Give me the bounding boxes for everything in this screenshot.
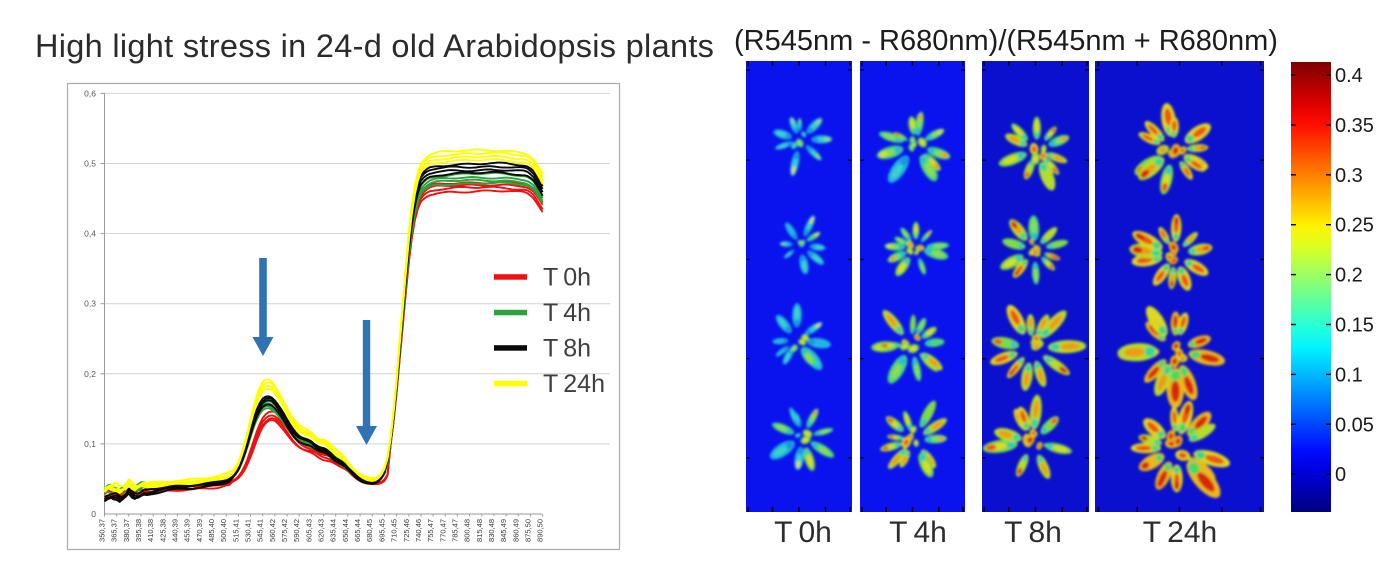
svg-text:830,48: 830,48	[487, 519, 496, 542]
svg-text:530,41: 530,41	[244, 519, 253, 542]
svg-text:0,5: 0,5	[84, 159, 96, 169]
svg-text:590,42: 590,42	[292, 519, 301, 542]
svg-text:T 0h: T 0h	[774, 516, 832, 549]
svg-text:455,39: 455,39	[183, 519, 192, 542]
svg-text:785,47: 785,47	[450, 519, 459, 542]
svg-text:800,48: 800,48	[463, 519, 472, 542]
svg-text:365,37: 365,37	[110, 519, 119, 542]
svg-text:860,49: 860,49	[511, 519, 520, 542]
svg-text:500,40: 500,40	[219, 519, 228, 542]
svg-text:0: 0	[1335, 464, 1346, 486]
svg-text:T 24h: T 24h	[1143, 516, 1217, 549]
svg-text:0,1: 0,1	[84, 439, 96, 449]
svg-text:0.35: 0.35	[1335, 115, 1374, 137]
svg-text:485,40: 485,40	[207, 519, 216, 542]
svg-text:695,45: 695,45	[377, 519, 386, 542]
svg-text:755,47: 755,47	[426, 519, 435, 542]
svg-text:T 8h: T 8h	[1004, 516, 1062, 549]
svg-text:0.05: 0.05	[1335, 414, 1374, 436]
svg-text:890,50: 890,50	[536, 519, 545, 542]
svg-text:T 8h: T 8h	[543, 335, 591, 363]
svg-text:0.4: 0.4	[1335, 65, 1363, 87]
svg-text:0: 0	[91, 509, 96, 519]
svg-text:425,38: 425,38	[158, 519, 167, 542]
svg-text:410,38: 410,38	[146, 519, 155, 542]
svg-text:770,47: 770,47	[438, 519, 447, 542]
svg-text:0,3: 0,3	[84, 299, 96, 309]
svg-text:545,41: 545,41	[256, 519, 265, 542]
svg-text:380,37: 380,37	[122, 519, 131, 542]
svg-text:680,45: 680,45	[365, 519, 374, 542]
svg-text:0.25: 0.25	[1335, 215, 1374, 237]
svg-text:0,4: 0,4	[84, 229, 96, 239]
svg-text:515,41: 515,41	[231, 519, 240, 542]
svg-text:350,37: 350,37	[98, 519, 107, 542]
svg-text:815,48: 815,48	[475, 519, 484, 542]
svg-text:560,42: 560,42	[268, 519, 277, 542]
svg-text:0.3: 0.3	[1335, 165, 1363, 187]
svg-text:395,38: 395,38	[134, 519, 143, 542]
svg-text:0.15: 0.15	[1335, 315, 1374, 337]
svg-text:635,44: 635,44	[329, 519, 338, 542]
svg-text:T 24h: T 24h	[543, 370, 605, 398]
svg-text:740,46: 740,46	[414, 519, 423, 542]
svg-text:0.1: 0.1	[1335, 364, 1363, 386]
svg-text:T 0h: T 0h	[543, 264, 591, 292]
svg-text:875,50: 875,50	[524, 519, 533, 542]
svg-text:725,46: 725,46	[402, 519, 411, 542]
svg-text:0,6: 0,6	[84, 88, 96, 98]
svg-text:470,39: 470,39	[195, 519, 204, 542]
svg-text:620,43: 620,43	[317, 519, 326, 542]
svg-text:665,44: 665,44	[353, 519, 362, 542]
svg-text:T 4h: T 4h	[889, 516, 947, 549]
svg-text:440,39: 440,39	[171, 519, 180, 542]
svg-text:T 4h: T 4h	[543, 299, 591, 327]
svg-text:710,45: 710,45	[390, 519, 399, 542]
svg-text:575,42: 575,42	[280, 519, 289, 542]
svg-text:0,2: 0,2	[84, 369, 96, 379]
svg-text:605,43: 605,43	[304, 519, 313, 542]
svg-text:845,49: 845,49	[499, 519, 508, 542]
svg-text:0.2: 0.2	[1335, 265, 1363, 287]
svg-text:650,44: 650,44	[341, 519, 350, 542]
